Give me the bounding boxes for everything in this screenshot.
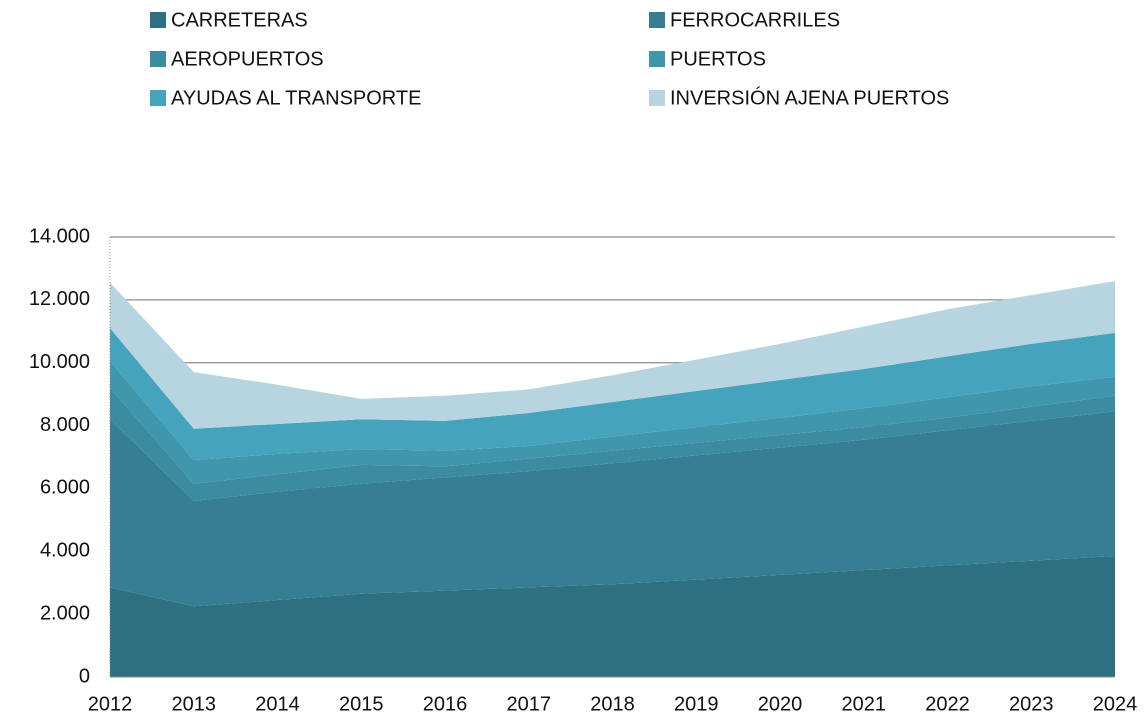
- legend-label: AYUDAS AL TRANSPORTE: [171, 87, 421, 109]
- y-tick-label: 8.000: [40, 414, 90, 436]
- legend-swatch: [649, 90, 665, 106]
- area: [110, 556, 1115, 677]
- y-tick-label: 14.000: [29, 225, 90, 247]
- legend-label: AEROPUERTOS: [171, 48, 324, 70]
- x-tick-label: 2022: [925, 693, 970, 715]
- legend-label: PUERTOS: [670, 48, 766, 70]
- x-tick-label: 2014: [255, 693, 300, 715]
- x-tick-label: 2017: [507, 693, 552, 715]
- x-tick-label: 2012: [88, 693, 133, 715]
- legend-label: FERROCARRILES: [670, 9, 840, 31]
- x-tick-label: 2019: [674, 693, 719, 715]
- x-tick-label: 2015: [339, 693, 384, 715]
- legend-swatch: [150, 51, 166, 67]
- y-tick-label: 12.000: [29, 288, 90, 310]
- legend-label: CARRETERAS: [171, 9, 308, 31]
- x-tick-label: 2021: [842, 693, 887, 715]
- x-tick-label: 2020: [758, 693, 803, 715]
- legend-swatch: [150, 12, 166, 28]
- x-tick-label: 2013: [172, 693, 217, 715]
- legend-swatch: [649, 12, 665, 28]
- x-tick-label: 2018: [590, 693, 635, 715]
- area: [110, 387, 1115, 501]
- y-tick-label: 6.000: [40, 477, 90, 499]
- x-tick-label: 2023: [1009, 693, 1054, 715]
- legend-label: INVERSIÓN AJENA PUERTOS: [670, 86, 949, 109]
- legend-swatch: [150, 90, 166, 106]
- y-tick-label: 4.000: [40, 540, 90, 562]
- area: [110, 411, 1115, 607]
- y-tick-label: 10.000: [29, 351, 90, 373]
- area: [110, 328, 1115, 461]
- legend-swatch: [649, 51, 665, 67]
- y-tick-label: 0: [79, 665, 90, 687]
- x-tick-label: 2016: [423, 693, 468, 715]
- area: [110, 281, 1115, 429]
- x-tick-label: 2024: [1093, 693, 1138, 715]
- area: [110, 361, 1115, 484]
- y-tick-label: 2.000: [40, 602, 90, 624]
